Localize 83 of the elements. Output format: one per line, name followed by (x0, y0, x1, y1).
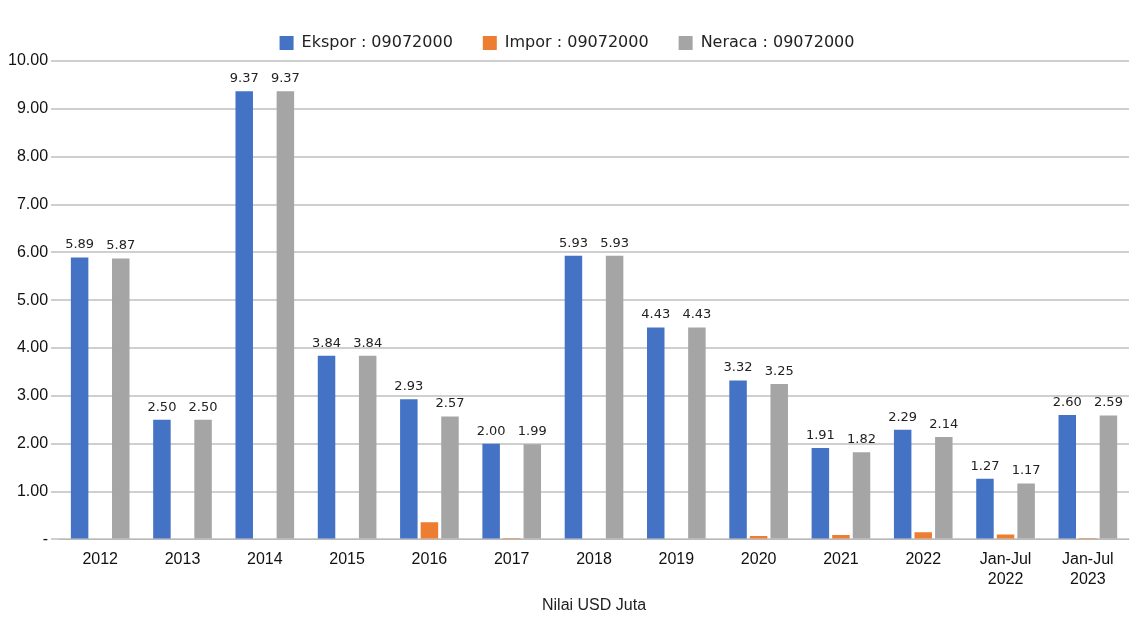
bar (832, 535, 850, 539)
x-tick-label: Jan-Jul 2022 (979, 550, 1032, 587)
data-label: 2.50 (188, 398, 218, 414)
bar (729, 380, 747, 539)
x-tick-label: 2021 (823, 550, 859, 568)
x-tick-label: 2012 (82, 550, 119, 568)
bar (441, 416, 459, 539)
data-label: 3.84 (353, 334, 383, 350)
data-label: 2.29 (888, 408, 918, 424)
y-tick-label: 2.00 (16, 434, 49, 452)
x-tick-label: 2020 (740, 550, 777, 568)
y-tick-label: - (42, 529, 49, 547)
y-tick-label: 7.00 (16, 194, 49, 212)
x-tick-label: 2019 (658, 550, 695, 568)
x-axis-title: Nilai USD Juta (542, 595, 647, 613)
x-tick-label: Jan-Jul 2023 (1062, 550, 1114, 587)
y-tick-label: 9.00 (16, 99, 49, 117)
bar (276, 91, 295, 539)
y-tick-label: 10.00 (7, 51, 49, 69)
x-tick-label: 2022 (905, 550, 942, 568)
bar (605, 255, 624, 539)
y-tick-label: 6.00 (16, 242, 49, 260)
x-tick-label: 2017 (493, 550, 530, 568)
data-label: 1.27 (970, 457, 1000, 473)
data-label: 3.25 (764, 362, 794, 378)
data-label: 2.00 (476, 422, 506, 438)
bar (770, 383, 788, 539)
data-label: 5.93 (558, 234, 588, 250)
data-label: 3.84 (312, 334, 342, 350)
data-label: 2.93 (394, 378, 424, 394)
bar (1058, 415, 1077, 539)
y-tick-label: 4.00 (16, 338, 49, 356)
data-label: 4.43 (641, 306, 671, 322)
data-label: 4.43 (682, 306, 712, 322)
data-label: 1.82 (847, 431, 876, 447)
bar (400, 399, 418, 539)
data-label: 5.93 (600, 234, 630, 250)
bar (1099, 415, 1118, 539)
bar (112, 258, 130, 539)
x-tick-label: 2013 (164, 550, 201, 568)
y-tick-label: 5.00 (16, 290, 49, 308)
x-tick-label: 2014 (247, 550, 283, 568)
data-label: 5.87 (106, 237, 136, 253)
x-tick-label: 2016 (411, 550, 448, 568)
data-label: 2.50 (147, 398, 177, 414)
data-label: 3.32 (723, 359, 753, 375)
bar (811, 448, 830, 539)
x-tick-label: 2018 (576, 550, 612, 568)
data-label: 9.37 (229, 70, 259, 86)
bar (647, 327, 665, 539)
data-label: 9.37 (270, 70, 300, 86)
bar (153, 419, 171, 539)
y-tick-label: 3.00 (16, 386, 49, 404)
bar (1017, 483, 1035, 539)
bar (482, 443, 500, 539)
legend-label: Ekspor : 09072000 (301, 32, 453, 52)
bar (358, 355, 377, 539)
legend-label: Neraca : 09072000 (700, 32, 855, 52)
x-tick-label: 2015 (329, 550, 365, 568)
bar (688, 327, 706, 539)
bar (852, 452, 871, 539)
bar (914, 532, 932, 539)
legend-label: Impor : 09072000 (504, 32, 649, 52)
bar (194, 419, 212, 539)
data-label: 1.99 (517, 423, 547, 439)
bar (935, 437, 953, 539)
data-label: 2.59 (1093, 394, 1123, 410)
data-label: 2.60 (1052, 393, 1082, 409)
bar (235, 91, 253, 539)
data-label: 1.91 (805, 426, 835, 442)
data-label: 2.14 (929, 415, 959, 431)
bar (564, 255, 583, 539)
bar (70, 257, 89, 539)
data-label: 1.17 (1011, 462, 1041, 478)
bar (420, 522, 439, 539)
y-tick-label: 1.00 (16, 481, 49, 499)
data-label: 5.89 (65, 236, 95, 252)
y-tick-label: 8.00 (16, 147, 49, 165)
data-label: 2.57 (435, 395, 465, 411)
bar (893, 429, 912, 539)
bar (523, 444, 542, 539)
bar (976, 478, 994, 539)
bar (317, 355, 336, 539)
